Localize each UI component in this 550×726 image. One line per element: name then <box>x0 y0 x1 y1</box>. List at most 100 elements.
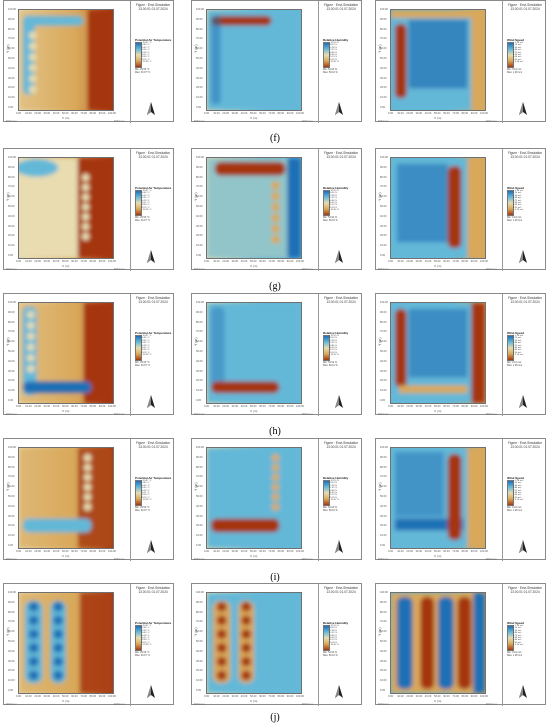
footer-left: ENVI-met <box>194 703 205 706</box>
x-tick-label: 60.00 <box>259 550 266 553</box>
y-tick-label: 60.00 <box>8 340 15 344</box>
footer-left: ENVI-met <box>6 120 17 123</box>
x-tick-label: 80.00 <box>89 550 97 553</box>
temperature-map-plot <box>18 447 114 549</box>
x-tick-label: 50.00 <box>62 260 69 263</box>
y-tick-label: 30.00 <box>380 514 387 518</box>
x-axis-label: X (m) <box>250 409 258 413</box>
x-tick-label: 10.00 <box>25 695 32 698</box>
y-tick-label: 70.00 <box>8 620 15 624</box>
x-tick-label: 20.00 <box>222 695 229 698</box>
y-tick-label: 70.00 <box>380 620 387 624</box>
temperature-map-panel: Y (m) 100.00 90.00 80.00 70.00 60.00 50.00 40.0… <box>3 583 174 706</box>
humidity-map-panel: Y (m) 100.00 90.00 80.00 70.00 60.00 50.00 40.0… <box>191 0 362 123</box>
y-tick-label: 60.00 <box>196 630 203 634</box>
legend-tick: 55.18 % <box>329 206 338 209</box>
legend-tick: 29.76 °C <box>141 58 150 61</box>
x-tick-label: 80.00 <box>89 695 97 698</box>
north-arrow-icon <box>518 684 528 700</box>
y-tick-label: 70.00 <box>196 620 203 624</box>
legend-title: Potential Air Temperature <box>135 621 172 625</box>
legend-tick: 30.45 °C <box>141 49 150 52</box>
legend-tick: 56.30 % <box>329 202 338 205</box>
legend-tick: 30.80 °C <box>141 44 150 47</box>
footer-left: ENVI-met <box>378 120 389 123</box>
footer-left: ENVI-met <box>6 703 17 706</box>
legend-color-bar <box>507 625 514 651</box>
x-axis-label: X (m) <box>434 116 442 120</box>
y-tick-label: 40.00 <box>196 504 203 508</box>
north-arrow-icon <box>146 394 156 410</box>
legend-color-bar <box>323 42 330 68</box>
max-value: Max: 1.28 m/s <box>507 509 523 512</box>
legend-color-bar <box>135 625 142 651</box>
legend-tick: 55.74 % <box>329 56 338 59</box>
legend-tick: 30.62 °C <box>141 484 150 487</box>
x-axis-label: X (m) <box>250 699 258 703</box>
min-value: Min: 29.59 °C <box>135 506 150 509</box>
x-tick-label: 90.00 <box>470 695 478 698</box>
legend-tick: 30.62 °C <box>141 46 150 49</box>
y-tick-label: 50.00 <box>196 350 203 353</box>
min-max-values: Min: 54.62 % Max: 59.10 % <box>323 651 338 657</box>
x-axis-label: X (m) <box>434 264 442 268</box>
x-tick-label: 80.00 <box>277 550 285 553</box>
x-tick-label: 40.00 <box>240 550 248 553</box>
legend-tick: 55.74 % <box>329 204 338 207</box>
x-tick-label: 20.00 <box>34 405 41 408</box>
legend-color-bar <box>135 190 142 216</box>
panel-date: 13.00.01 01.07.2024 <box>326 590 356 594</box>
y-tick-label: 50.00 <box>8 57 15 60</box>
legend-tick-list: > 59.10 % 58.54 % 57.98 % 57.42 % 56.86 % 56.… <box>329 335 339 357</box>
legend-tick: 58.54 % <box>329 44 338 47</box>
y-tick-label: 40.00 <box>380 649 387 653</box>
y-tick-label: 90.00 <box>196 455 203 459</box>
x-tick-label: 60.00 <box>443 550 450 553</box>
y-tick-label: 10.00 <box>196 679 203 683</box>
min-value: Min: 0.16 m/s <box>507 361 522 364</box>
y-tick-label: 20.00 <box>8 234 15 238</box>
x-tick-label: 0.00 <box>16 695 22 698</box>
y-tick-label: 60.00 <box>8 195 15 199</box>
north-arrow-icon <box>334 684 344 700</box>
legend-divider <box>130 294 131 416</box>
x-tick-label: 20.00 <box>406 405 413 408</box>
x-tick-label: 30.00 <box>231 112 239 115</box>
x-tick-label: 60.00 <box>443 405 450 408</box>
panel-date: 13.00.01 01.07.2024 <box>326 300 356 304</box>
footer-left: ENVI-met <box>194 268 205 271</box>
max-value: Max: 30.97 °C <box>135 654 151 657</box>
y-tick-label: 50.00 <box>380 350 387 353</box>
panel-date: 13.00.01 01.07.2024 <box>326 445 356 449</box>
y-tick-label: 90.00 <box>196 17 203 21</box>
legend-tick: 57.42 % <box>329 487 338 490</box>
legend-tick: 0.44 m/s <box>513 56 522 59</box>
legend-tick: > 1.28 m/s <box>513 190 524 192</box>
x-tick-label: 20.00 <box>34 550 41 553</box>
y-tick-label: 0.00 <box>8 254 14 257</box>
y-tick-label: 20.00 <box>196 234 203 238</box>
legend-divider <box>130 584 131 706</box>
min-value: Min: 0.16 m/s <box>507 506 522 509</box>
legend-tick: 0.72 m/s <box>513 634 522 637</box>
legend-tick: 0.86 m/s <box>513 487 522 490</box>
y-tick-label: 20.00 <box>380 234 387 238</box>
footer-left: ENVI-met <box>194 120 205 123</box>
legend-tick: 0.86 m/s <box>513 197 522 200</box>
y-tick-label: 20.00 <box>380 86 387 90</box>
legend-tick: 56.86 % <box>329 51 338 54</box>
legend-color-bar <box>323 480 330 506</box>
y-tick-label: 80.00 <box>8 320 15 324</box>
y-tick-label: 80.00 <box>196 175 203 179</box>
y-tick-label: 20.00 <box>380 524 387 528</box>
x-tick-label: 80.00 <box>277 112 285 115</box>
x-tick-label: 60.00 <box>71 260 78 263</box>
x-tick-label: 100.00 <box>108 550 116 553</box>
legend-tick: 55.74 % <box>329 494 338 497</box>
x-axis-label: X (m) <box>250 116 258 120</box>
x-tick-label: 10.00 <box>397 405 404 408</box>
y-tick-label: 60.00 <box>380 485 387 489</box>
legend-tick: 30.28 °C <box>141 344 150 347</box>
y-tick-label: 70.00 <box>8 185 15 189</box>
panel-header: Figure · Envi-Simulation 13.00.01 01.07.2… <box>504 151 546 159</box>
